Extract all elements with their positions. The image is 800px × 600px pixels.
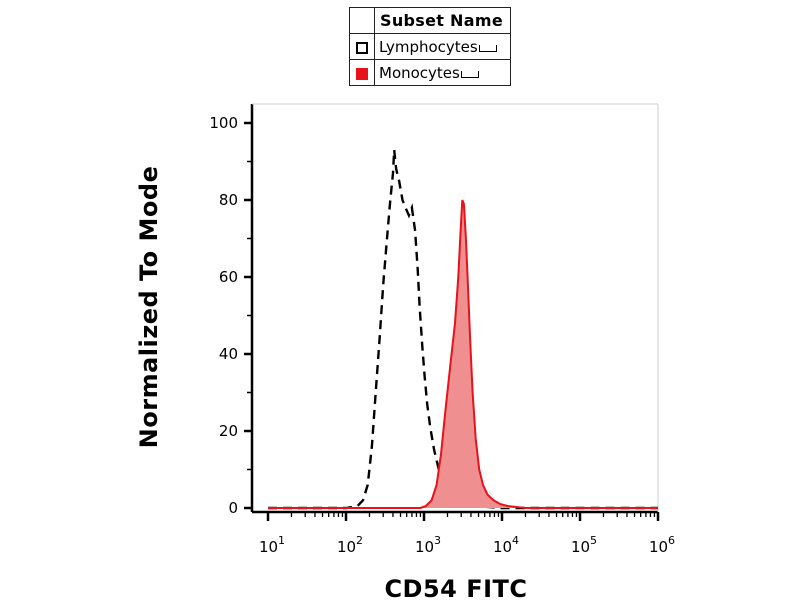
x-tick-label: 101: [259, 534, 285, 556]
y-axis-title: Normalized To Mode: [135, 166, 163, 449]
x-axis-title: CD54 FITC: [384, 575, 527, 600]
y-tick-label: 0: [228, 499, 238, 517]
y-tick-label: 20: [219, 422, 238, 440]
y-tick-label: 80: [219, 191, 238, 209]
legend-item-monocytes: Monocytes: [349, 59, 511, 86]
y-tick-label: 100: [209, 114, 238, 132]
x-tick-label: 102: [337, 534, 363, 556]
x-tick-label: 106: [649, 534, 675, 556]
underline-mark-icon: [478, 44, 497, 52]
series-line-monocytes: [268, 199, 658, 509]
y-axis-ticks: 0 20 40 60 80 100: [209, 114, 252, 517]
series-area-monocytes: [268, 200, 658, 508]
legend: Subset Name Lymphocytes Monocytes: [349, 7, 511, 86]
underline-mark-icon: [460, 70, 479, 78]
y-tick-label: 60: [219, 268, 238, 286]
legend-label-lymphocytes: Lymphocytes: [379, 37, 478, 56]
x-tick-label: 105: [571, 534, 597, 556]
series-line-lymphocytes: [268, 149, 658, 510]
x-tick-label: 104: [493, 534, 519, 556]
open-square-swatch-icon: [356, 41, 368, 54]
legend-label-monocytes: Monocytes: [379, 63, 460, 82]
x-axis-ticks: 101 102 103 104 105 106: [259, 512, 675, 556]
series-layer: [268, 149, 658, 510]
x-tick-label: 103: [415, 534, 441, 556]
plot-frame: [250, 103, 659, 514]
y-tick-label: 40: [219, 345, 238, 363]
filled-square-swatch-icon: [356, 67, 368, 80]
